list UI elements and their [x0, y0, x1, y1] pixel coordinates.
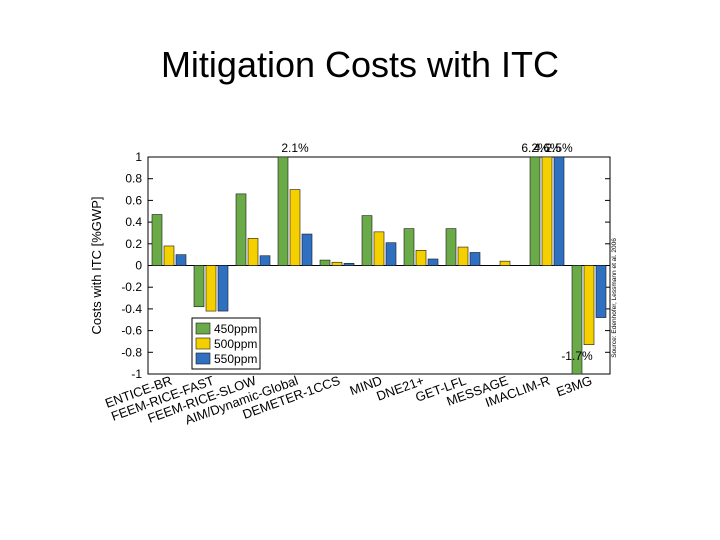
bar — [259, 255, 271, 266]
bar — [403, 228, 415, 266]
y-tick-label: 1 — [135, 150, 142, 164]
value-annotation: 2.5% — [545, 141, 573, 155]
bar — [289, 189, 301, 266]
bar — [415, 250, 427, 266]
y-tick-label: -0.8 — [121, 345, 142, 359]
bar — [499, 260, 511, 266]
bar — [385, 242, 397, 266]
bar — [301, 233, 313, 266]
bar — [163, 245, 175, 266]
y-tick-label: 0.6 — [125, 193, 142, 207]
bar — [553, 156, 565, 266]
y-tick-label: -1 — [131, 367, 142, 381]
bar — [457, 246, 469, 266]
bar — [427, 258, 439, 266]
bar — [247, 238, 259, 266]
bar — [373, 231, 385, 266]
y-tick-label: -0.2 — [121, 280, 142, 294]
value-annotation: 4.6% — [533, 141, 561, 155]
source-note: Source: Edenhofer, Lessmann et al. 2006 — [611, 238, 618, 358]
y-tick-label: 0.8 — [125, 172, 142, 186]
bar — [361, 215, 373, 266]
bar — [217, 265, 229, 312]
y-axis-title: Costs with ITC [%GWP] — [89, 197, 104, 335]
bar — [595, 265, 607, 318]
value-annotation: 6.2% — [521, 141, 549, 155]
bar — [571, 265, 583, 375]
bar — [343, 263, 355, 266]
bar — [205, 265, 217, 312]
y-tick-label: 0 — [135, 259, 142, 273]
category-label: E3MG — [554, 373, 594, 400]
y-tick-label: 0.4 — [125, 215, 142, 229]
bar — [277, 156, 289, 266]
slide-title: Mitigation Costs with ITC — [160, 44, 560, 85]
bar — [529, 156, 541, 266]
legend-swatch — [195, 337, 211, 350]
bar — [445, 228, 457, 266]
y-tick-label: -0.4 — [121, 302, 142, 316]
y-tick-label: 0.2 — [125, 237, 142, 251]
legend-label: 550ppm — [214, 352, 257, 366]
bar — [541, 156, 553, 266]
bar — [235, 193, 247, 266]
bar — [319, 259, 331, 266]
bar — [151, 214, 163, 266]
bars-layer — [151, 156, 607, 375]
value-annotation: 2.1% — [281, 141, 309, 155]
bar — [469, 252, 481, 266]
bar — [193, 265, 205, 308]
legend-swatch — [195, 322, 211, 335]
legend-label: 500ppm — [214, 337, 257, 351]
legend-label: 450ppm — [214, 322, 257, 336]
value-annotation: -1.7% — [561, 349, 593, 363]
bar — [331, 261, 343, 266]
y-tick-label: -0.6 — [121, 324, 142, 338]
bar — [175, 254, 187, 266]
labels-layer: 2.1% 6.2%4.6%2.5%-1.7%ENTICE-BRFEEM-RICE-… — [103, 141, 618, 428]
bar — [583, 265, 595, 346]
legend-swatch — [195, 352, 211, 365]
